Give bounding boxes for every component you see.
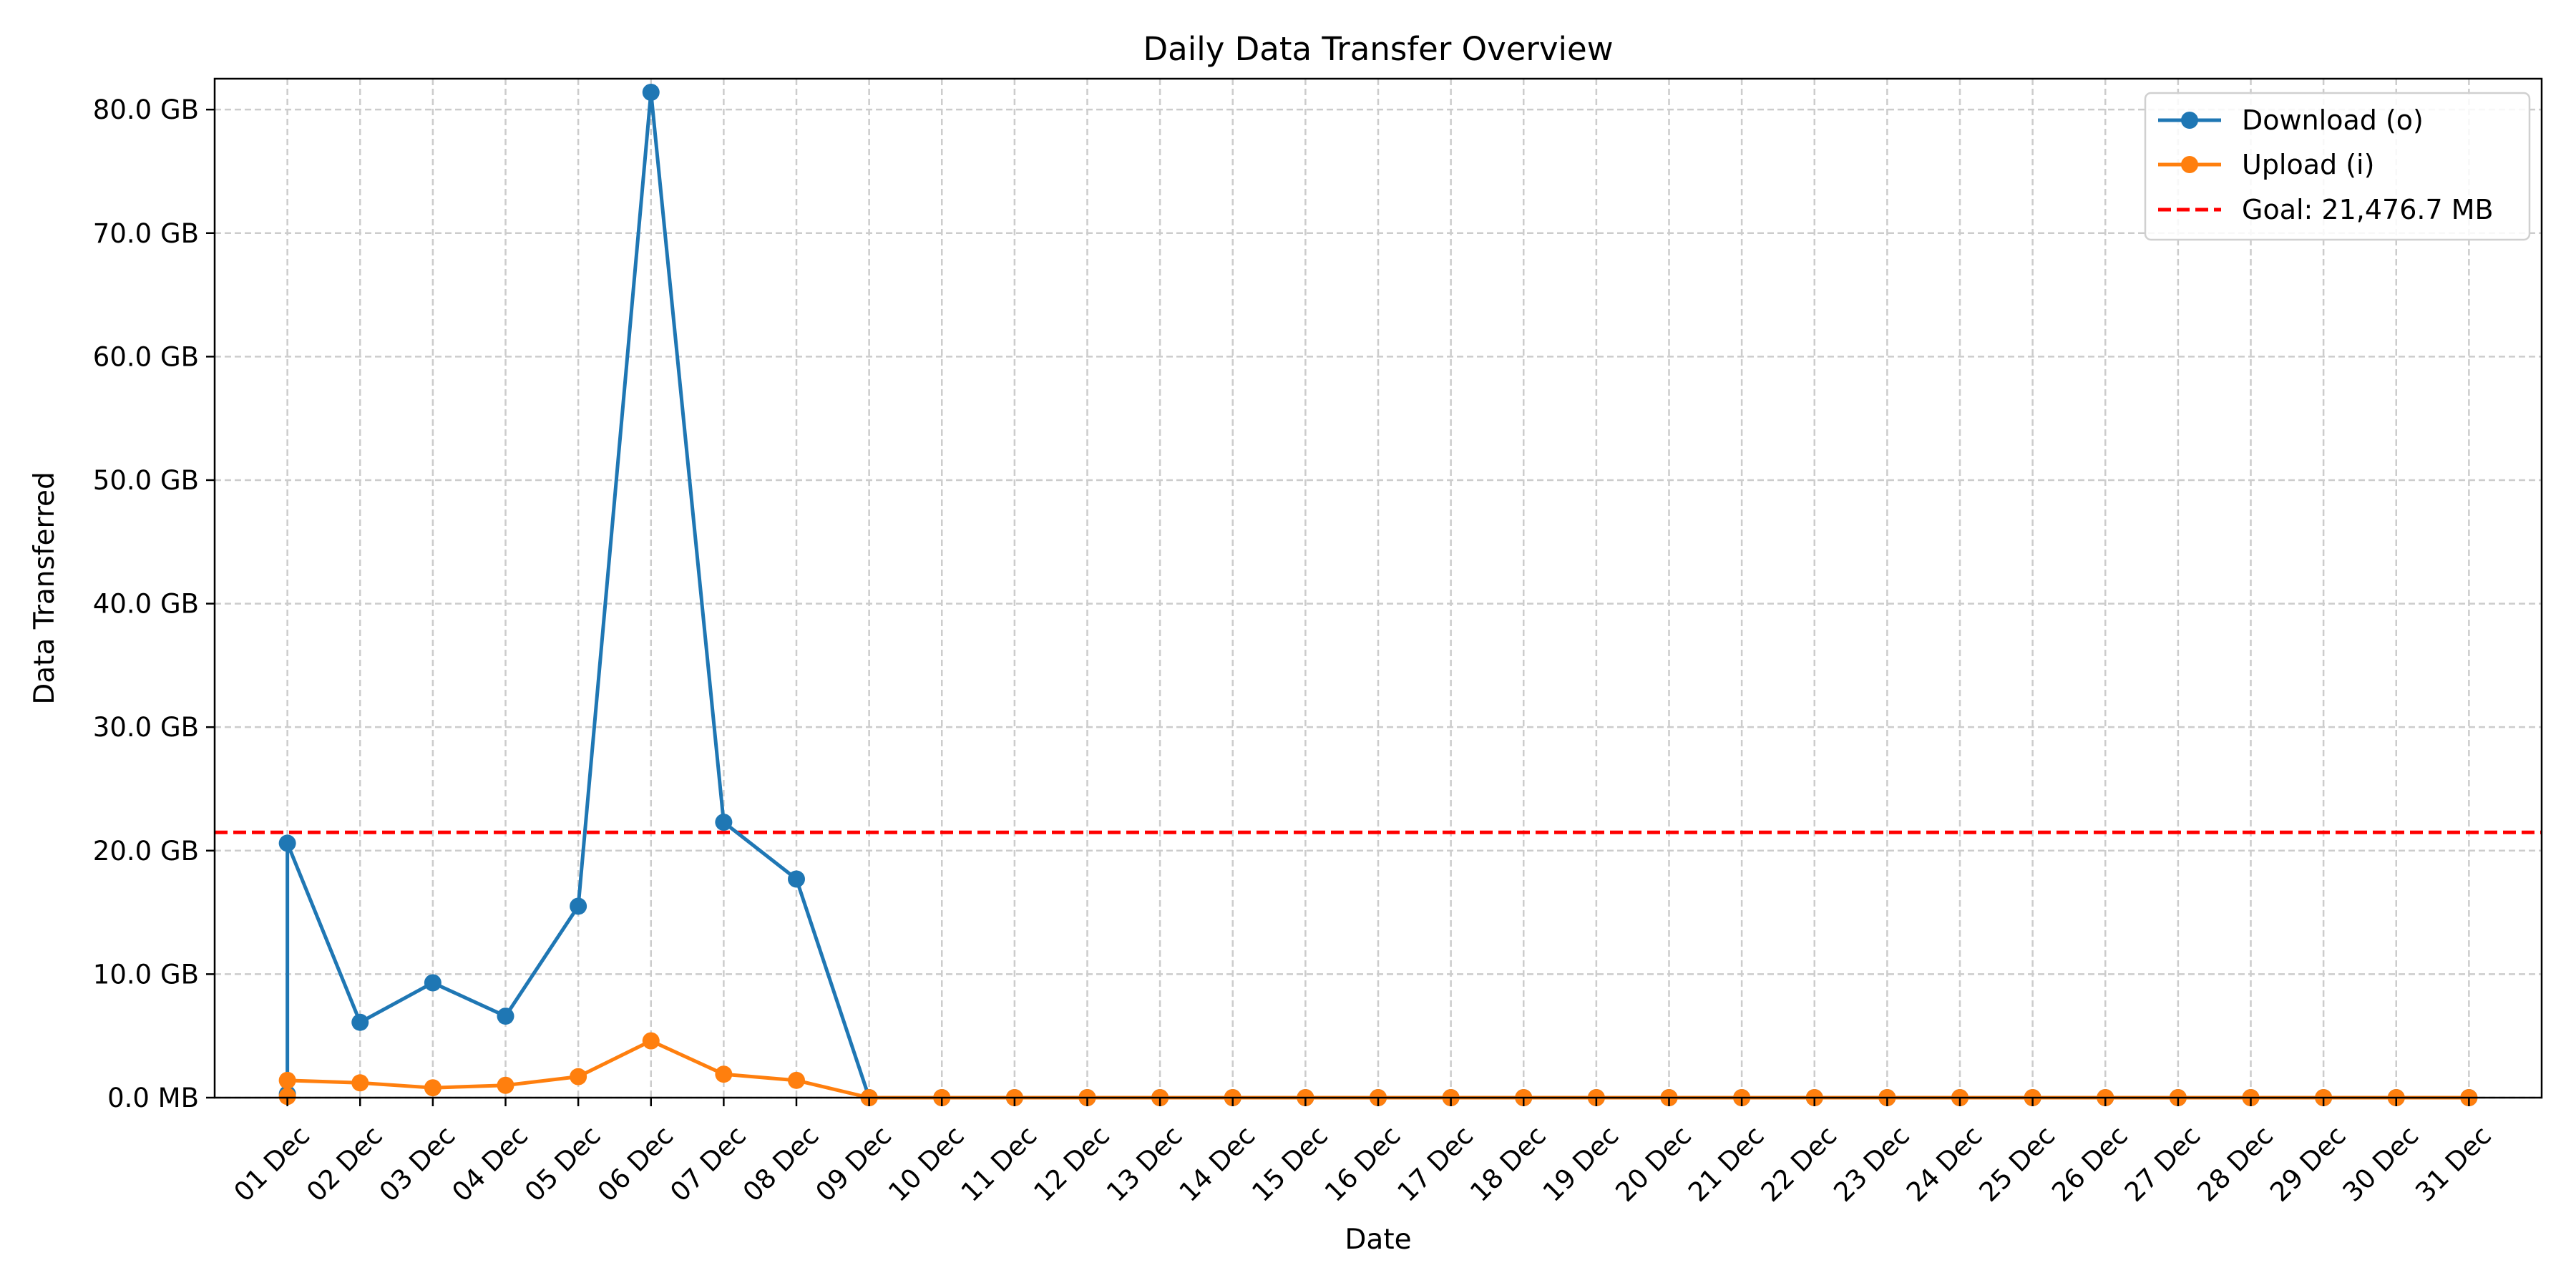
y-tick-label: 10.0 GB: [93, 959, 199, 990]
data-point: [351, 1074, 369, 1092]
x-axis-label: Date: [1345, 1224, 1411, 1256]
data-point: [497, 1076, 514, 1094]
data-point: [715, 814, 733, 831]
legend: Download (o) Upload (i) Goal: 21,476.7 M…: [2144, 92, 2531, 241]
legend-download-marker: [2181, 112, 2198, 129]
data-point: [642, 83, 660, 101]
y-tick-label: 60.0 GB: [93, 341, 199, 372]
y-tick-label: 0.0 MB: [107, 1083, 199, 1113]
legend-download-label: Download (o): [2242, 104, 2424, 136]
legend-box: [2144, 92, 2531, 241]
data-point: [570, 897, 587, 915]
y-axis-label: Data Transferred: [29, 472, 61, 705]
y-axis: 0.0 MB 10.0 GB 20.0 GB 30.0 GB 40.0 GB 50.0 G…: [93, 94, 215, 1113]
legend-upload-label: Upload (i): [2242, 149, 2374, 180]
data-point: [788, 870, 805, 888]
data-point: [788, 1071, 805, 1089]
legend-goal-label: Goal: 21,476.7 MB: [2242, 194, 2494, 225]
data-point: [424, 1079, 441, 1097]
y-tick-label: 20.0 GB: [93, 836, 199, 867]
data-point: [715, 1065, 733, 1083]
y-tick-label: 30.0 GB: [93, 712, 199, 743]
data-point: [278, 834, 296, 852]
data-point: [278, 1088, 296, 1106]
y-tick-label: 80.0 GB: [93, 94, 199, 125]
data-point: [424, 974, 441, 992]
y-tick-label: 50.0 GB: [93, 465, 199, 496]
data-point: [497, 1008, 514, 1025]
legend-upload-marker: [2181, 156, 2198, 173]
data-point: [278, 1071, 296, 1089]
y-tick-label: 70.0 GB: [93, 218, 199, 249]
data-point: [570, 1068, 587, 1085]
data-point: [642, 1032, 660, 1050]
chart-title: Daily Data Transfer Overview: [1143, 30, 1613, 68]
y-tick-label: 40.0 GB: [93, 589, 199, 620]
data-point: [351, 1013, 369, 1031]
